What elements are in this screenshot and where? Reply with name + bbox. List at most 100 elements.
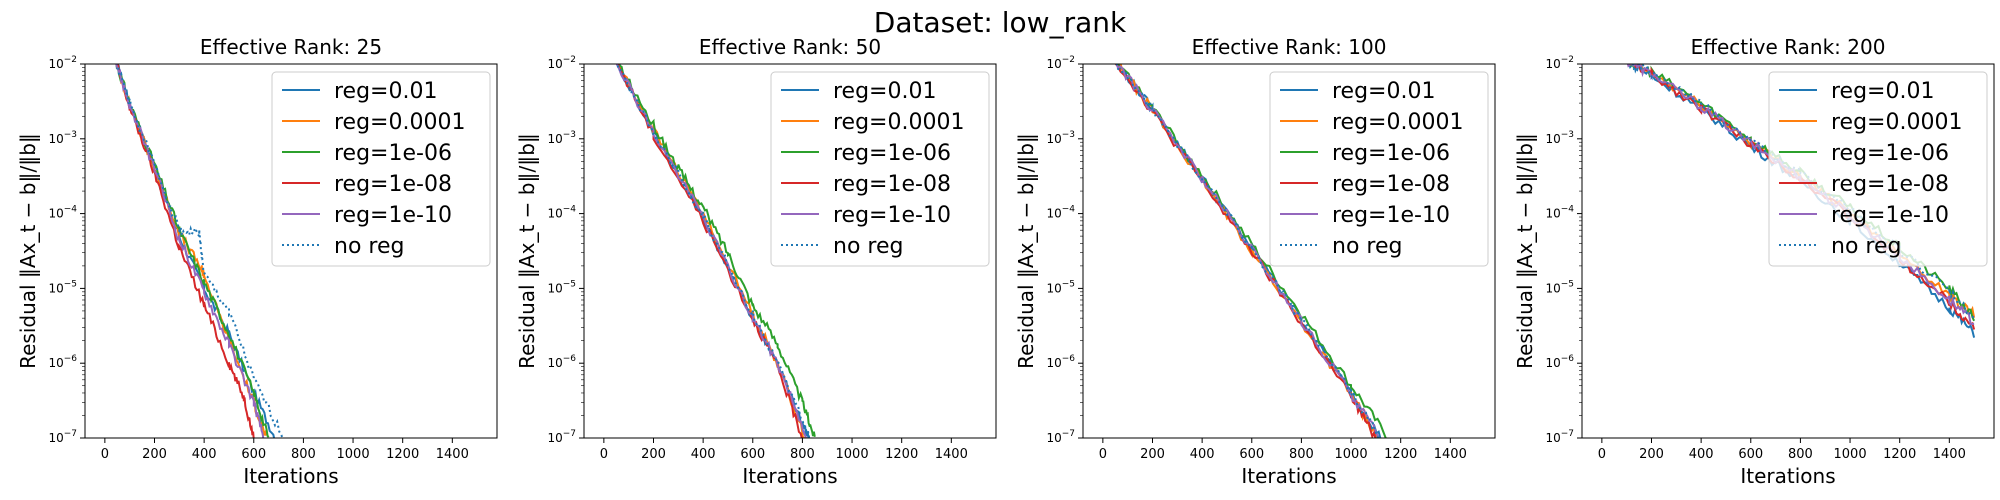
y-tick-label: 10−3 [1545, 130, 1574, 146]
legend-box [1269, 71, 1489, 267]
y-tick-label: 10−7 [1545, 429, 1574, 445]
legend-label: reg=1e-08 [334, 172, 452, 197]
legend-box [271, 71, 491, 267]
y-tick-label: 10−4 [1046, 205, 1075, 221]
legend: reg=0.01 reg=0.0001 reg=1e-06 reg=1e-08 reg=… [1269, 71, 1489, 267]
series-line [617, 64, 803, 438]
plot-frame [84, 63, 498, 439]
y-tick-label: 10−5 [1046, 279, 1075, 295]
plot-frame [1581, 63, 1995, 439]
y-tick-label: 10−7 [1046, 429, 1075, 445]
x-tick-label: 1400 [1434, 447, 1467, 462]
y-axis-label: Residual ‖Ax_t − b‖/‖b‖ [1014, 133, 1038, 369]
panel-title: Effective Rank: 50 [699, 35, 881, 59]
x-tick-label: 1000 [1335, 447, 1368, 462]
y-tick-label: 10−5 [547, 279, 576, 295]
legend-label: reg=0.0001 [833, 110, 964, 135]
x-tick-label: 1200 [1384, 447, 1417, 462]
series-line [1115, 64, 1380, 438]
x-axis-label: Iterations [742, 464, 837, 488]
x-tick-label: 1000 [337, 447, 370, 462]
legend-label: reg=1e-06 [1332, 141, 1450, 166]
panel-title: Effective Rank: 25 [200, 35, 382, 59]
series-line [115, 64, 276, 438]
x-tick-label: 400 [192, 447, 217, 462]
legend-label: reg=1e-10 [833, 203, 951, 228]
y-axis-label: Residual ‖Ax_t − b‖/‖b‖ [515, 133, 539, 369]
x-tick-label: 200 [1140, 447, 1165, 462]
y-tick-label: 10−6 [547, 354, 576, 370]
legend-label: reg=1e-08 [1831, 172, 1949, 197]
legend-label: reg=1e-10 [334, 203, 452, 228]
x-tick-label: 1400 [935, 447, 968, 462]
y-tick-label: 10−7 [48, 429, 77, 445]
x-tick-label: 200 [641, 447, 666, 462]
legend-label: reg=1e-10 [1831, 203, 1949, 228]
x-tick-label: 600 [1239, 447, 1264, 462]
x-tick-label: 1200 [885, 447, 918, 462]
legend-label: no reg [833, 234, 903, 259]
x-tick-label: 1400 [1933, 447, 1966, 462]
x-tick-label: 800 [1788, 447, 1813, 462]
y-tick-label: 10−2 [547, 55, 576, 71]
legend-box [1768, 71, 1988, 267]
chart-panel-3: Effective Rank: 100 0 200 400 600 800 1000 1200… [1014, 35, 1496, 488]
series-line [115, 64, 270, 438]
x-tick-label: 0 [600, 447, 608, 462]
legend: reg=0.01 reg=0.0001 reg=1e-06 reg=1e-08 reg=… [271, 71, 491, 267]
y-tick-label: 10−2 [48, 55, 77, 71]
y-tick-label: 10−7 [547, 429, 576, 445]
x-axis-label: Iterations [1241, 464, 1336, 488]
series-group [1114, 64, 1388, 438]
x-tick-label: 0 [101, 447, 109, 462]
x-axis-label: Iterations [1740, 464, 1835, 488]
series-line [1631, 64, 1975, 320]
chart-panel-1: Effective Rank: 25 0 200 400 600 800 1000 1200 1… [16, 35, 498, 488]
legend-label: reg=0.01 [833, 79, 936, 104]
series-line [617, 64, 816, 437]
x-tick-label: 400 [691, 447, 716, 462]
plot-frame [583, 63, 997, 439]
x-tick-label: 800 [291, 447, 316, 462]
y-tick-label: 10−6 [1046, 354, 1075, 370]
y-tick-label: 10−2 [1545, 55, 1574, 71]
legend-label: reg=0.0001 [1332, 110, 1463, 135]
chart-panel-2: Effective Rank: 50 0 200 400 600 800 1000 1200 1… [515, 35, 997, 488]
legend-box [770, 71, 990, 267]
y-axis-label: Residual ‖Ax_t − b‖/‖b‖ [1513, 133, 1537, 369]
legend-label: reg=0.0001 [334, 110, 465, 135]
x-tick-label: 600 [241, 447, 266, 462]
y-tick-label: 10−3 [1046, 130, 1075, 146]
x-tick-label: 400 [1689, 447, 1714, 462]
y-tick-label: 10−4 [547, 205, 576, 221]
y-tick-label: 10−4 [1545, 205, 1574, 221]
y-tick-label: 10−4 [48, 205, 77, 221]
x-tick-label: 600 [740, 447, 765, 462]
y-tick-label: 10−6 [1545, 354, 1574, 370]
legend: reg=0.01 reg=0.0001 reg=1e-06 reg=1e-08 reg=… [1768, 71, 1988, 267]
legend-label: reg=1e-06 [334, 141, 452, 166]
legend: reg=0.01 reg=0.0001 reg=1e-06 reg=1e-08 reg=… [770, 71, 990, 267]
x-tick-label: 200 [1639, 447, 1664, 462]
x-tick-label: 1000 [1834, 447, 1867, 462]
legend-label: reg=1e-08 [833, 172, 951, 197]
y-axis-label: Residual ‖Ax_t − b‖/‖b‖ [16, 133, 40, 369]
series-line [616, 64, 811, 438]
series-line [114, 64, 284, 438]
x-tick-label: 200 [142, 447, 167, 462]
legend-label: reg=0.01 [334, 79, 437, 104]
legend-label: reg=1e-06 [1831, 141, 1949, 166]
legend-label: reg=0.01 [1831, 79, 1934, 104]
series-group [114, 64, 284, 438]
y-tick-label: 10−3 [48, 130, 77, 146]
legend-label: reg=1e-10 [1332, 203, 1450, 228]
x-tick-label: 1200 [386, 447, 419, 462]
panel-title: Effective Rank: 100 [1192, 35, 1387, 59]
x-tick-label: 800 [1289, 447, 1314, 462]
y-tick-label: 10−5 [48, 279, 77, 295]
chart-panel-4: Effective Rank: 200 0 200 400 600 800 1000 1200… [1513, 35, 1995, 488]
legend-label: no reg [334, 234, 404, 259]
y-tick-label: 10−2 [1046, 55, 1075, 71]
x-tick-label: 1400 [436, 447, 469, 462]
